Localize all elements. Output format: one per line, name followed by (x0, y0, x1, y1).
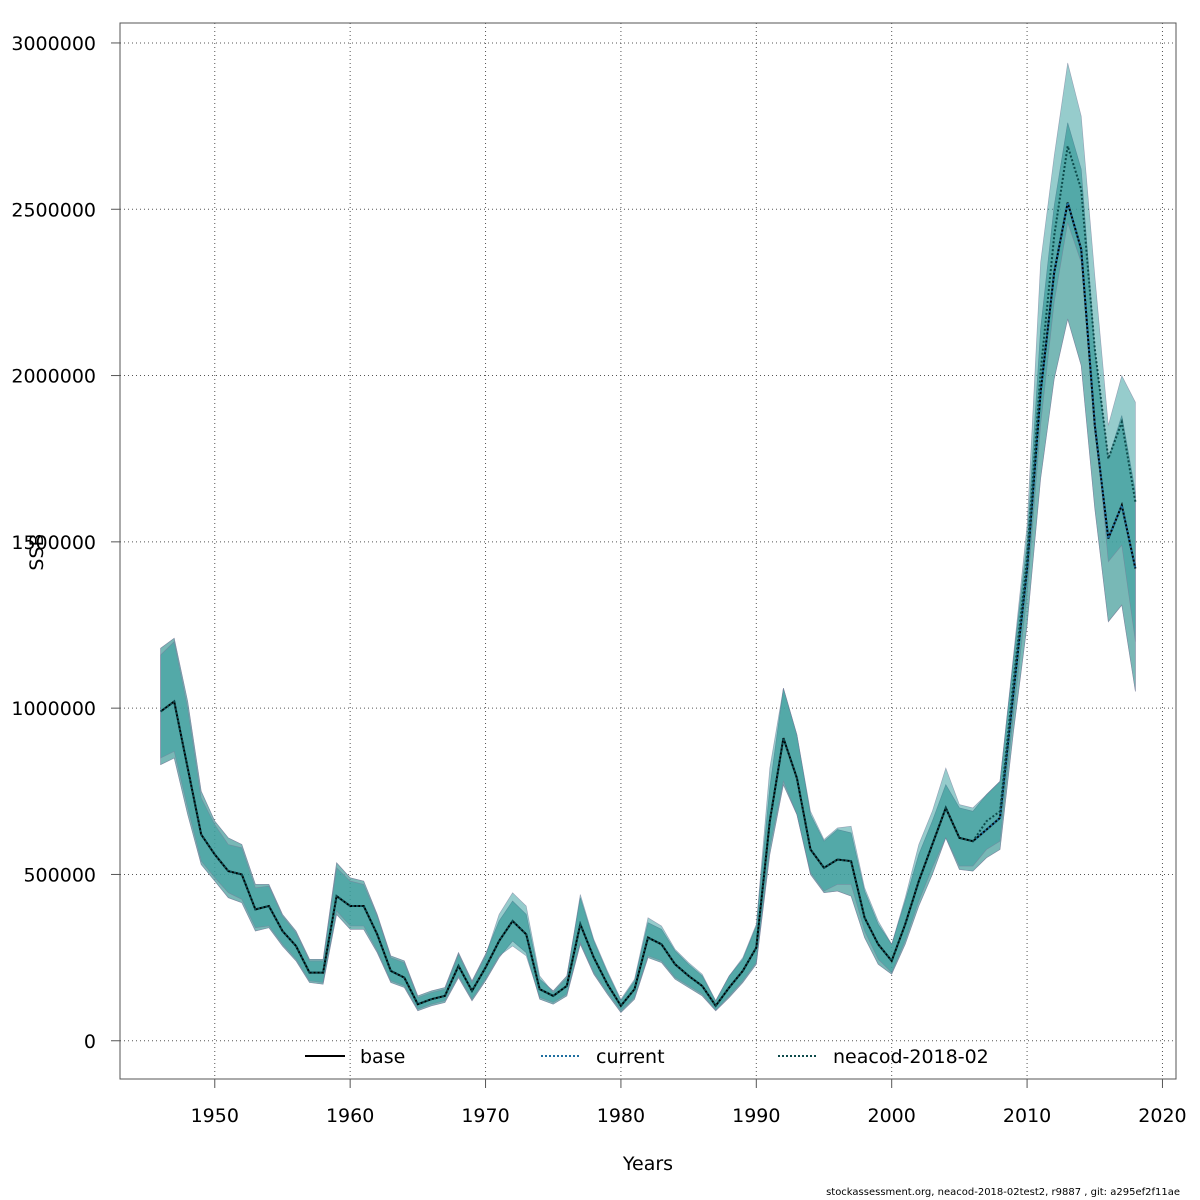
series-line (160, 202, 1137, 1008)
legend: base current neacod-2018-02 (305, 1046, 989, 1068)
x-tick-label: 1950 (191, 1105, 239, 1127)
grid-lines (120, 23, 1176, 1079)
x-tick-label: 1960 (326, 1105, 374, 1127)
legend-label: current (596, 1046, 665, 1068)
confidence-band (160, 122, 1136, 1013)
x-tick-label: 1980 (597, 1105, 645, 1127)
x-tick-label: 2000 (868, 1105, 916, 1127)
x-tick-label: 1970 (461, 1105, 509, 1127)
series-line (160, 145, 1137, 1008)
series-line (160, 202, 1137, 1008)
y-tick-label: 500000 (23, 864, 96, 886)
x-tick-label: 2010 (1003, 1105, 1051, 1127)
legend-label: neacod-2018-02 (833, 1046, 989, 1068)
x-axis: 1950 1960 1970 1980 1990 2000 2010 2020 (191, 1079, 1187, 1127)
plot-frame (119, 22, 1177, 1080)
legend-label: base (360, 1046, 405, 1068)
footer-credit: stockassessment.org, neacod-2018-02test2… (826, 1187, 1180, 1198)
x-tick-label: 2020 (1138, 1105, 1186, 1127)
x-axis-title: Years (622, 1153, 673, 1175)
confidence-bands (160, 62, 1136, 1013)
y-axis: 0 500000 1000000 1500000 2000000 2500000 30000… (11, 33, 120, 1053)
y-tick-label: 2000000 (11, 366, 96, 388)
series-lines (160, 145, 1137, 1008)
y-tick-label: 2500000 (11, 199, 96, 221)
confidence-band (160, 62, 1136, 1012)
y-tick-label: 3000000 (11, 33, 96, 55)
y-tick-label: 0 (84, 1031, 96, 1053)
y-tick-label: 1500000 (11, 532, 96, 554)
x-tick-label: 1990 (732, 1105, 780, 1127)
y-tick-label: 1000000 (11, 698, 96, 720)
y-axis-title: SSB (26, 533, 48, 570)
confidence-band (160, 122, 1136, 1013)
